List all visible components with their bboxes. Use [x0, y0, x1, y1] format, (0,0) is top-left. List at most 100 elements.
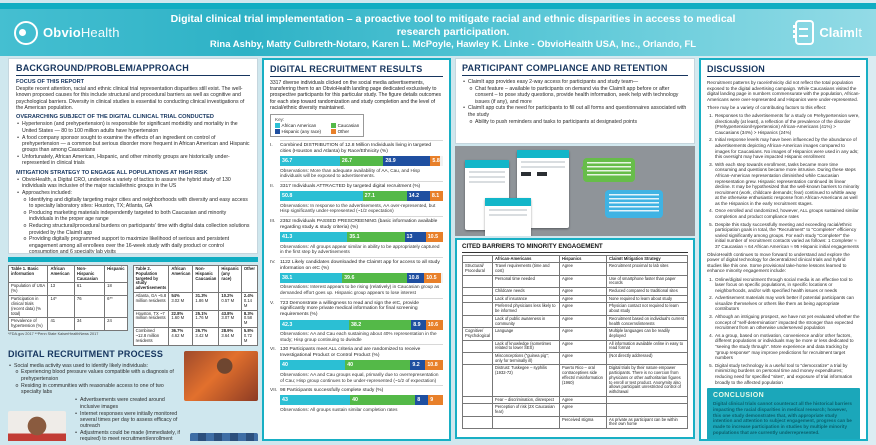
bullet-item: • ClaimIt app provides easy 2-way access … — [463, 79, 639, 85]
bar-segment: 13 — [404, 232, 426, 243]
column-compliance: PARTICIPANT COMPLIANCE AND RETENTION • Cl… — [455, 58, 695, 441]
bar-segment: 9.2 — [410, 360, 426, 371]
numbered-item: 5. Despite this study successfully meetin… — [709, 221, 859, 250]
bar-segment: 38.2 — [348, 319, 412, 330]
bar-segment: 9 — [428, 395, 443, 406]
table-row: Participation in clinical trials (recent… — [8, 295, 128, 319]
recruitment-step: II. 3317 Individuals ATTRACTED by target… — [270, 180, 443, 214]
phone-button — [521, 172, 531, 176]
stacked-bar: 41.3 35.1 13 10.5 — [280, 232, 443, 243]
numbered-item: 2. Advertisement materials may work bette… — [709, 295, 854, 312]
legend-swatch — [331, 129, 336, 134]
bullet-item: • ObvioHealth, a Digital CRO, undertook a… — [17, 176, 231, 190]
lessons-learned-list: 1. Online/digital recruitment through soc… — [707, 277, 860, 386]
legend-item: Caucasian — [331, 123, 359, 128]
poster-header: ObvioHealth Digital clinical trial imple… — [0, 9, 876, 56]
barriers-table-panel: CITED BARRIERS TO MINORITY ENGAGEMENT Af… — [455, 238, 695, 439]
phone-header-bar — [517, 150, 569, 158]
numbered-item: 5. Digital study technology is a useful t… — [709, 362, 853, 385]
numbered-item: 4. Once enrolled and randomized, however,… — [709, 208, 859, 220]
bar-segment: 42.3 — [280, 319, 349, 330]
bar-segment: 40 — [350, 395, 416, 406]
chat-bubble-blue — [605, 190, 663, 218]
barrier-row: Lack of public awareness in community Ag… — [461, 314, 688, 329]
phone-header-bar — [485, 198, 531, 206]
focus-body: Despite recent attention, racial and eth… — [16, 86, 245, 112]
step-numeral: VI. — [270, 347, 276, 353]
table-row: Prevalence of hypertension (%) 41 34 24 — [8, 317, 128, 332]
chart-legend: Key: African American Caucasian Hispanic (… — [270, 114, 365, 138]
barrier-row: Misconceptions ("guinea pig"; only for t… — [461, 352, 688, 366]
bar-segment: 38.1 — [280, 272, 343, 283]
step-caption: 1122 Likely candidates downloaded the Cl… — [280, 259, 440, 271]
obviohealth-eye-icon — [14, 20, 38, 45]
bar-segment: 43 — [280, 395, 351, 406]
section-heading-compliance: PARTICIPANT COMPLIANCE AND RETENTION — [462, 63, 688, 76]
stacked-bar: 42.3 38.2 8.9 10.6 — [280, 319, 443, 330]
discussion-paragraph-3: ObvioHealth continues to move forward to… — [707, 251, 850, 274]
stacked-bar: 36.7 26.7 28.9 5.8 — [280, 156, 443, 167]
column-discussion: DISCUSSION Recruitment patterns by race/… — [699, 58, 868, 441]
bullet-item: o Residing in communities with reasonable… — [15, 382, 164, 395]
photo-man-red-shirt — [8, 410, 66, 441]
recruitment-step: IV. 1122 Likely candidates downloaded th… — [270, 256, 443, 296]
subheading-subject: OVERARCHING SUBJECT OF THE DIGITAL CLINI… — [16, 114, 214, 121]
legend-swatch — [275, 123, 280, 128]
recruitment-step: I. Combined DISTRIBUTION of 12.8 Million… — [270, 140, 443, 179]
background-panel: BACKGROUND/PROBLEM/APPROACH FOCUS OF THI… — [8, 58, 258, 254]
barrier-row: Perception of risk (2X Caucasian fear) A… — [461, 403, 688, 417]
bullet-item: • Social media activity was used to ident… — [9, 362, 149, 369]
compliance-panel: PARTICIPANT COMPLIANCE AND RETENTION • Cl… — [455, 58, 695, 144]
bullet-item: • ClaimIt app cuts the need for participa… — [463, 105, 687, 118]
barrier-row: Structural/ Procedural Travel requiremen… — [461, 262, 688, 276]
barriers-header-row: African-Americans Hispanics ClaimIt Miti… — [461, 254, 688, 264]
table-2: Table 2. Population targeted by study ad… — [132, 264, 258, 346]
mitigation-bullet-list: • ObvioHealth, a Digital CRO, undertook a… — [16, 176, 250, 253]
bullet-item: o Ability to push reminders and tasks to … — [469, 118, 638, 125]
claimit-logo: ClaimIt — [742, 20, 862, 45]
step-observation: Observations: AA and Cau each sustaining… — [280, 331, 437, 342]
claimit-logo-text: ClaimIt — [819, 25, 862, 40]
step-observation: Observations: All groups appear similar … — [280, 243, 440, 255]
stacked-bar: 40 40 9.2 10.8 — [280, 360, 443, 371]
bar-segment: 8 — [415, 395, 429, 406]
process-sub-bullet-list: • Advertisements were created around incl… — [8, 397, 258, 441]
barrier-row: Distrust: Tuskegee – syphilis (1932-72) … — [461, 364, 688, 397]
conclusion-box: CONCLUSION Digital clinical trials canno… — [707, 388, 860, 439]
authors-line: Rina Ashby, Matty Culbreth-Notaro, Karen… — [209, 39, 697, 51]
bar-segment: 8.9 — [411, 319, 426, 330]
step-observation: Observations: AA and Cau groups equal, p… — [280, 371, 439, 383]
bullet-item: o Identifying and digitally targeting maj… — [23, 196, 248, 210]
bullet-item: • Advertisements were created around incl… — [75, 397, 165, 410]
step-numeral: VII. — [270, 388, 278, 394]
legend-swatch — [331, 123, 336, 128]
results-intro: 3317 diverse individuals clicked on the … — [270, 80, 442, 111]
bar-segment: 28.9 — [383, 156, 431, 167]
table-1: Table 1. Basic information African Ameri… — [8, 264, 128, 336]
bullet-item: • Approaches included: — [17, 189, 72, 196]
subheading-focus: FOCUS OF THIS REPORT — [16, 79, 85, 85]
numbered-item: 3. Although an intriguing prospect, we ha… — [709, 314, 860, 331]
column-background: BACKGROUND/PROBLEM/APPROACH FOCUS OF THI… — [8, 58, 258, 441]
legend-item: Other — [331, 129, 359, 134]
phone-button — [537, 172, 547, 176]
legend-key-label: Key: — [275, 117, 285, 123]
conclusion-body: Digital clinical trials cannot counterac… — [713, 401, 852, 435]
barriers-table-title: CITED BARRIERS TO MINORITY ENGAGEMENT — [462, 243, 688, 253]
bullet-item: • Adjustments could be made (immediately,… — [75, 430, 180, 441]
section-heading-process: DIGITAL RECRUITMENT PROCESS — [8, 348, 164, 359]
step-observation: Observations: All groups sustain similar… — [280, 406, 398, 412]
bar-segment: 27.1 — [362, 191, 407, 202]
subheading-mitigation: MITIGATION STRATEGY TO ENGAGE ALL POPULA… — [16, 169, 208, 176]
phone-header-bar — [465, 160, 509, 168]
table-row: Atlanta, GA ~5.8 million residents 54% 3.… — [132, 292, 258, 311]
bar-segment: 36.7 — [280, 156, 340, 167]
bar-segment: 5.8 — [430, 156, 440, 167]
obviohealth-logo: ObvioHealth — [14, 20, 164, 45]
step-caption: 723 Demonstrate a willingness to read an… — [280, 300, 419, 318]
table-1-header: Table 1. Basic information African Ameri… — [8, 264, 128, 284]
bar-segment: 40 — [280, 360, 346, 371]
step-numeral: V. — [270, 300, 275, 306]
phone-mockup — [485, 198, 531, 236]
bullet-item: • Hypertension (and prehypertension) is r… — [17, 121, 238, 134]
